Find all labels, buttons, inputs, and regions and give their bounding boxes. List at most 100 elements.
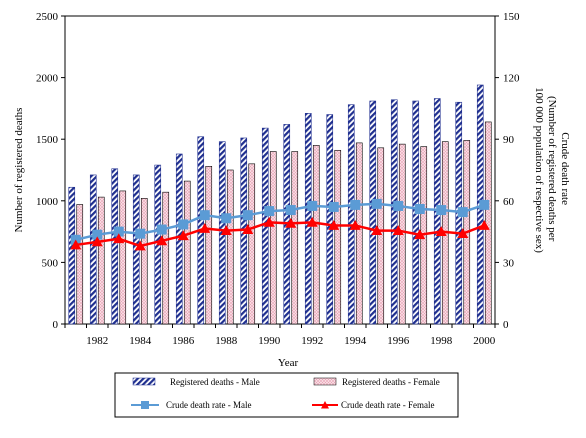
point-male-rate-1999 xyxy=(457,207,468,218)
point-female-rate-1998 xyxy=(435,226,447,236)
bar-male-deaths-1995 xyxy=(369,100,377,325)
point-female-rate-1992 xyxy=(306,216,318,227)
legend-swatch-male-deaths xyxy=(132,377,156,386)
right-axis-title-line-1: Crude death rate xyxy=(559,132,571,205)
bar-female-deaths-1982 xyxy=(97,196,105,325)
legend: Registered deaths - Male Registered deat… xyxy=(114,372,459,418)
bar-female-deaths-1984 xyxy=(140,198,148,325)
point-male-rate-2000 xyxy=(479,199,490,210)
right-axis-title: Crude death rate (Number of registered d… xyxy=(533,87,571,253)
point-female-rate-1999 xyxy=(457,228,469,239)
bar-female-deaths-1995 xyxy=(377,147,385,325)
point-male-rate-1996 xyxy=(393,200,404,211)
bar-female-deaths-1987 xyxy=(205,166,213,325)
bar-female-deaths-1994 xyxy=(355,142,363,325)
bar-female-deaths-1992 xyxy=(312,145,320,325)
point-female-rate-1981 xyxy=(70,239,82,250)
point-male-rate-1989 xyxy=(242,210,253,221)
bar-female-deaths-1981 xyxy=(76,204,84,325)
point-female-rate-1986 xyxy=(177,230,189,241)
point-female-rate-1991 xyxy=(285,217,297,228)
x-tick-label-1986: 1986 xyxy=(172,335,195,347)
point-female-rate-1987 xyxy=(199,223,211,233)
legend-marker-male-rate xyxy=(141,401,149,409)
bar-male-deaths-1993 xyxy=(326,114,334,325)
left-axis: 0 500 1000 1500 2000 2500 xyxy=(36,11,65,331)
point-female-rate-1994 xyxy=(349,219,361,230)
x-tick-label-1990: 1990 xyxy=(258,335,281,347)
point-male-rate-1993 xyxy=(328,201,339,212)
right-tick-label-90: 90 xyxy=(503,134,515,146)
point-male-rate-1997 xyxy=(414,204,425,215)
point-female-rate-1984 xyxy=(134,240,146,251)
bar-female-deaths-1989 xyxy=(248,163,256,325)
bar-male-deaths-1982 xyxy=(89,174,97,325)
left-tick-label-1500: 1500 xyxy=(36,134,59,146)
point-female-rate-1989 xyxy=(242,224,254,234)
point-female-rate-1990 xyxy=(263,216,275,227)
legend-swatch-female-deaths xyxy=(313,377,337,386)
right-axis: 0 30 60 90 120 150 xyxy=(495,11,520,331)
right-tick-label-60: 60 xyxy=(503,196,515,208)
left-tick-label-2000: 2000 xyxy=(36,73,59,85)
x-tick-label-1994: 1994 xyxy=(344,335,367,347)
right-axis-title-line-2: (Number of registered deaths per xyxy=(546,96,558,242)
bar-male-deaths-1983 xyxy=(111,168,119,325)
legend-label-female-deaths: Registered deaths - Female xyxy=(342,377,440,387)
x-tick-label-1998: 1998 xyxy=(430,335,453,347)
legend-label-female-rate: Crude death rate - Female xyxy=(341,400,434,410)
point-female-rate-1996 xyxy=(392,225,404,235)
x-tick-label-1988: 1988 xyxy=(215,335,238,347)
right-tick-label-120: 120 xyxy=(503,73,520,85)
point-male-rate-1988 xyxy=(221,213,232,224)
x-tick-label-1992: 1992 xyxy=(301,335,323,347)
bar-male-deaths-1994 xyxy=(347,104,355,325)
right-axis-title-line-3: 100 000 population of respective sex) xyxy=(533,87,545,253)
legend-label-male-rate: Crude death rate - Male xyxy=(166,400,251,410)
point-female-rate-1993 xyxy=(328,219,340,230)
point-female-rate-1997 xyxy=(414,229,426,240)
plot-area xyxy=(64,15,496,325)
legend-marker-female-rate xyxy=(321,401,329,409)
point-male-rate-1990 xyxy=(264,206,275,217)
point-male-rate-1982 xyxy=(92,229,103,240)
point-male-rate-1986 xyxy=(178,219,189,230)
point-female-rate-1983 xyxy=(113,233,125,244)
bar-male-deaths-1981 xyxy=(68,186,76,325)
left-tick-label-0: 0 xyxy=(53,319,59,331)
line-female-rate xyxy=(75,221,485,248)
x-tick-label-2000: 2000 xyxy=(473,335,496,347)
bar-female-deaths-2000 xyxy=(484,121,492,325)
bar-female-deaths-1990 xyxy=(269,151,277,325)
point-male-rate-1992 xyxy=(307,200,318,211)
x-axis-title: Year xyxy=(278,357,299,369)
bar-female-deaths-1983 xyxy=(119,190,127,325)
point-female-rate-1995 xyxy=(371,225,383,235)
point-male-rate-1985 xyxy=(156,224,167,235)
point-male-rate-1991 xyxy=(285,205,296,216)
point-female-rate-1985 xyxy=(156,235,168,246)
left-tick-label-500: 500 xyxy=(42,257,59,269)
bar-female-deaths-1986 xyxy=(183,180,191,325)
bar-male-deaths-1992 xyxy=(304,113,312,325)
point-male-rate-1994 xyxy=(350,199,361,210)
point-male-rate-1995 xyxy=(371,198,382,209)
point-male-rate-1983 xyxy=(113,226,124,237)
point-male-rate-1984 xyxy=(135,228,146,239)
left-tick-label-2500: 2500 xyxy=(36,11,59,23)
point-male-rate-1998 xyxy=(436,205,447,216)
bar-female-deaths-1985 xyxy=(162,191,170,325)
legend-label-male-deaths: Registered deaths - Male xyxy=(170,377,260,387)
point-female-rate-1988 xyxy=(220,225,232,235)
point-female-rate-2000 xyxy=(478,219,490,230)
bar-female-deaths-1993 xyxy=(334,149,342,325)
right-tick-label-0: 0 xyxy=(503,319,509,331)
x-axis: 1982 1984 1986 1988 1990 1992 1994 1996 1998 2000 xyxy=(64,324,496,347)
legend-box xyxy=(114,372,459,418)
lines-layer xyxy=(70,198,490,251)
bar-male-deaths-1996 xyxy=(390,99,398,325)
x-tick-label-1996: 1996 xyxy=(387,335,410,347)
right-tick-label-30: 30 xyxy=(503,257,515,269)
point-male-rate-1987 xyxy=(199,210,210,221)
